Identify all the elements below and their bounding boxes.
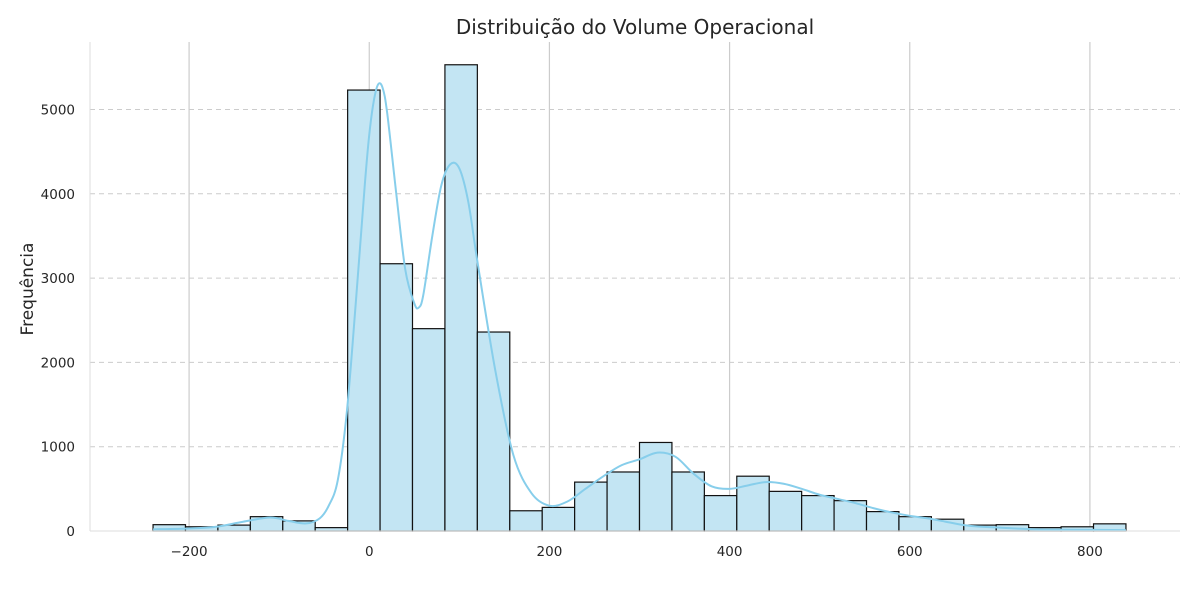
histogram-bar bbox=[801, 494, 835, 532]
histogram-bar bbox=[768, 490, 803, 532]
y-tick-label: 5000 bbox=[41, 102, 75, 118]
x-tick-label: 400 bbox=[717, 544, 743, 560]
kde-layer bbox=[153, 82, 1126, 532]
y-tick-label: 2000 bbox=[41, 355, 75, 371]
y-tick-label: 1000 bbox=[41, 440, 75, 456]
histogram-bar bbox=[574, 481, 608, 532]
histogram-bar bbox=[347, 89, 381, 532]
x-tick-label: 600 bbox=[897, 544, 923, 560]
y-axis-label: Frequência bbox=[18, 243, 38, 336]
histogram-bar bbox=[314, 527, 349, 532]
histogram-bar bbox=[865, 511, 900, 532]
x-tick-label: 800 bbox=[1077, 544, 1103, 560]
x-tick-label: 0 bbox=[365, 544, 374, 560]
kde-line bbox=[153, 82, 1126, 532]
y-tick-label: 3000 bbox=[41, 271, 75, 287]
histogram-bar bbox=[671, 471, 705, 532]
bars-layer bbox=[152, 64, 1127, 532]
chart-title: Distribuição do Volume Operacional bbox=[456, 15, 814, 39]
y-tick-label: 4000 bbox=[41, 187, 75, 203]
histogram-bar bbox=[509, 510, 543, 532]
axes-layer: −200 0 200 400 600 800 0 1000 2000 3000 4000 5000 bbox=[41, 42, 1180, 560]
histogram-bar bbox=[736, 475, 770, 532]
histogram-bar bbox=[606, 471, 641, 532]
histogram-bar bbox=[411, 328, 446, 532]
histogram-bar bbox=[541, 506, 576, 532]
histogram-bar bbox=[638, 441, 673, 532]
y-tick-label: 0 bbox=[66, 524, 75, 540]
grid-layer bbox=[90, 42, 1180, 531]
histogram-bar bbox=[703, 494, 738, 532]
x-tick-label: 200 bbox=[537, 544, 563, 560]
histogram-bar bbox=[833, 500, 868, 532]
histogram-bar bbox=[444, 64, 478, 532]
histogram-bar bbox=[379, 263, 414, 532]
x-tick-label: −200 bbox=[171, 544, 208, 560]
